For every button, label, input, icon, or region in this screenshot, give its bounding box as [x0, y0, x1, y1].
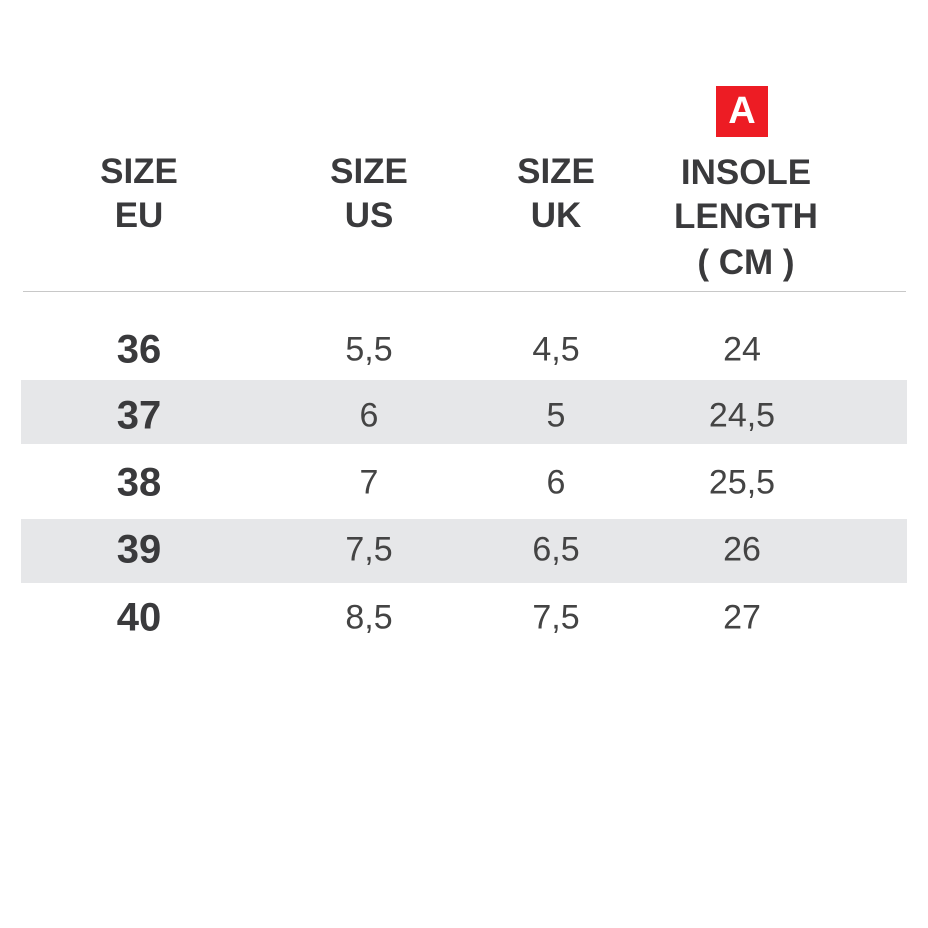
cell-us: 5,5	[345, 330, 393, 369]
header-insole-length: INSOLE LENGTH ( CM )	[646, 151, 846, 285]
header-size-us: SIZE US	[269, 150, 469, 238]
row-stripe	[21, 519, 907, 583]
cell-us: 8,5	[345, 598, 393, 637]
cell-eu: 38	[116, 460, 162, 505]
header-line: EU	[114, 196, 164, 235]
header-line: SIZE	[330, 152, 408, 191]
header-line: US	[344, 196, 394, 235]
header-line: INSOLE	[680, 153, 812, 192]
cell-cm: 27	[723, 598, 761, 637]
cell-cm: 24	[723, 330, 761, 369]
cell-us: 7,5	[345, 530, 393, 569]
cell-us: 6	[359, 396, 379, 435]
cell-uk: 7,5	[532, 598, 580, 637]
header-line: SIZE	[100, 152, 178, 191]
cell-uk: 6,5	[532, 530, 580, 569]
cell-uk: 5	[546, 396, 566, 435]
header-line: SIZE	[517, 152, 595, 191]
cell-eu: 40	[116, 595, 162, 640]
header-line: UK	[530, 196, 582, 235]
header-size-uk: SIZE UK	[456, 150, 656, 238]
header-line: ( CM )	[697, 243, 795, 282]
header-line: LENGTH	[674, 197, 818, 236]
cell-uk: 6	[546, 463, 566, 502]
cell-cm: 24,5	[708, 396, 776, 435]
cell-eu: 36	[116, 327, 162, 372]
cell-us: 7	[359, 463, 379, 502]
cell-eu: 37	[116, 393, 162, 438]
header-divider	[23, 291, 906, 292]
header-size-eu: SIZE EU	[39, 150, 239, 238]
row-stripe	[21, 380, 907, 444]
cell-uk: 4,5	[532, 330, 580, 369]
cell-eu: 39	[116, 527, 162, 572]
cell-cm: 25,5	[708, 463, 776, 502]
insole-marker-badge: A	[716, 86, 768, 137]
cell-cm: 26	[723, 530, 761, 569]
